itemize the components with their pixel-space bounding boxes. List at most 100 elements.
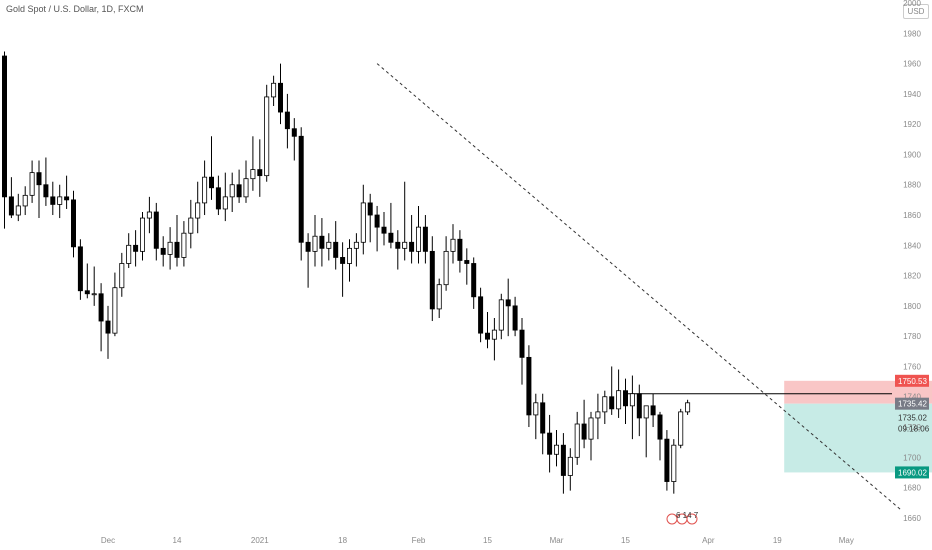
candle-bearish [43,184,49,198]
candle-bullish [554,444,560,455]
candle-bearish [505,299,511,307]
y-tick-label: 1820 [903,272,921,281]
candle-bearish [36,172,42,186]
candle-bullish [567,456,573,476]
x-tick-label: Feb [412,536,426,545]
candles [2,51,691,494]
x-tick-label: 15 [621,536,630,545]
candle-bearish [471,263,477,298]
candle-bullish [685,402,691,413]
candle-bearish [77,246,83,292]
candle-bullish [29,172,35,196]
candle-bearish [105,320,111,334]
candle-bullish [139,217,145,252]
candle-bullish [574,423,580,458]
candle-bullish [602,396,608,413]
candle-bearish [208,176,214,189]
candle-bullish [146,211,152,219]
y-tick-label: 1840 [903,241,921,250]
last-price-label: 1735.02 [898,414,927,423]
y-tick-label: 2000 [903,0,921,8]
countdown-label: 09:18:06 [898,425,930,434]
candle-bullish [616,390,622,410]
candle-bullish [498,299,504,331]
candle-bearish [160,247,166,255]
candle-bearish [464,260,470,264]
stop-price-tag-bg [895,374,929,387]
candle-bearish [8,196,14,216]
candle-bearish [215,187,221,210]
candle-bearish [581,423,587,440]
candle-bullish [678,411,684,446]
x-tick-label: 19 [773,536,782,545]
candle-bearish [340,257,346,264]
x-tick-label: 14 [173,536,182,545]
stop-price-tag: 1750.53 [898,377,927,386]
candle-bearish [484,332,490,340]
candle-bullish [167,241,173,255]
candle-bullish [415,226,421,252]
candle-bearish [98,293,104,322]
events-count: 6 14 7 [676,511,699,520]
candle-bullish [22,194,28,207]
take-profit-zone[interactable] [784,403,932,473]
candle-bearish [664,438,670,482]
candle-bearish [133,244,139,252]
x-tick-label: 2021 [251,536,269,545]
candle-bearish [623,390,629,407]
x-tick-label: Apr [702,536,715,545]
candle-bearish [305,241,311,252]
candle-bullish [533,402,539,416]
x-tick-label: 15 [483,536,492,545]
candle-bullish [91,293,97,296]
candle-bullish [126,244,132,264]
candle-bearish [512,305,518,331]
candle-bullish [15,205,21,216]
y-tick-label: 1740 [903,393,921,402]
y-tick-label: 1680 [903,484,921,493]
candle-bullish [671,444,677,482]
candle-bullish [57,196,63,205]
candle-bullish [188,217,194,234]
candle-bearish [429,250,435,310]
candle-bullish [450,238,456,252]
candle-bullish [222,196,228,210]
candle-bullish [588,417,594,440]
candle-bearish [388,232,394,243]
candle-bearish [50,196,56,205]
candle-bearish [84,290,90,295]
y-axis: 1660 1680 1700 1720 1740 1760 1780 1800 1820 1840… [903,0,921,523]
candle-bullish [353,241,359,249]
candle-bullish [402,241,408,249]
candle-bearish [319,235,325,249]
y-tick-label: 1700 [903,453,921,462]
candle-bullish [271,82,277,98]
x-tick-label: May [839,536,854,545]
candle-bearish [457,238,463,261]
candle-bullish [119,263,125,289]
candle-bearish [174,241,180,258]
candle-bearish [381,226,387,234]
x-tick-label: Mar [550,536,564,545]
candle-bearish [650,405,656,416]
y-tick-label: 1980 [903,29,921,38]
y-tick-label: 1860 [903,211,921,220]
candle-bearish [257,169,263,177]
x-tick-label: 18 [338,536,347,545]
candle-bearish [409,241,415,252]
candle-bearish [478,296,484,334]
y-tick-label: 1920 [903,120,921,129]
y-tick-label: 1960 [903,60,921,69]
flag-icon[interactable] [686,513,698,525]
currency-badge[interactable]: USD [903,4,929,19]
dashed-trendline[interactable] [376,63,902,511]
candle-bullish [229,184,235,198]
y-tick-label: 1880 [903,181,921,190]
y-tick-label: 1800 [903,302,921,311]
candle-bullish [629,393,635,407]
candle-bearish [291,128,297,137]
candle-bearish [374,214,380,228]
entry-price-tag-bg [895,397,929,410]
y-tick-label: 1940 [903,90,921,99]
